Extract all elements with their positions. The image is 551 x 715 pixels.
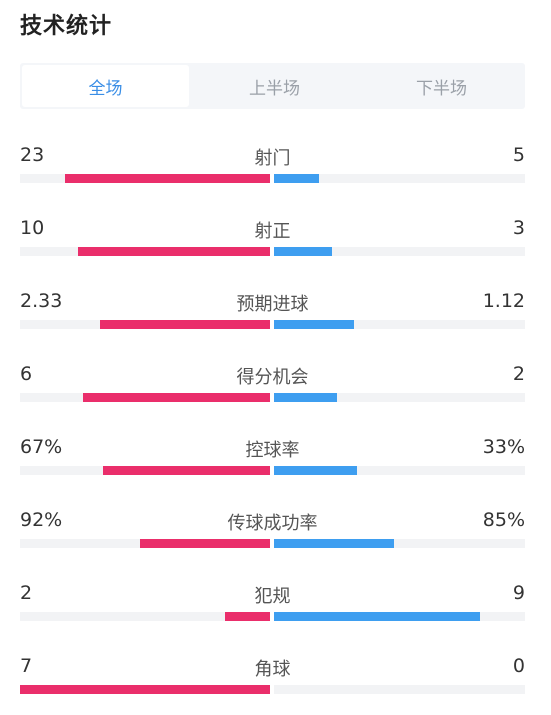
- period-tabs: 全场 上半场 下半场: [20, 63, 525, 109]
- home-bar-track: [20, 612, 270, 621]
- home-bar-fill: [140, 539, 270, 548]
- away-bar-track: [274, 539, 525, 548]
- home-value: 23: [20, 144, 45, 166]
- home-value: 67%: [20, 436, 63, 458]
- stat-row: 7 角球 0: [20, 655, 525, 715]
- home-bar-fill: [82, 393, 270, 402]
- stat-label: 射正: [254, 221, 291, 242]
- home-bar-fill: [100, 320, 270, 329]
- home-bar-fill: [20, 685, 270, 694]
- home-value: 10: [20, 217, 45, 239]
- away-value: 3: [512, 217, 525, 239]
- stat-label: 犯规: [254, 586, 291, 607]
- home-value: 2: [20, 582, 33, 604]
- stat-row: 23 射门 5: [20, 144, 525, 204]
- stat-label: 得分机会: [236, 367, 309, 388]
- home-bar-fill: [65, 174, 270, 183]
- away-value: 0: [512, 655, 525, 677]
- home-value: 6: [20, 363, 33, 385]
- home-bar-fill: [77, 247, 270, 256]
- away-value: 2: [512, 363, 525, 385]
- away-bar-track: [274, 247, 525, 256]
- home-value: 2.33: [20, 290, 63, 312]
- stat-label: 射门: [254, 148, 291, 169]
- home-bar-track: [20, 320, 270, 329]
- home-bar-track: [20, 466, 270, 475]
- away-bar-track: [274, 393, 525, 402]
- stat-row: 2.33 预期进球 1.12: [20, 290, 525, 350]
- away-value: 85%: [482, 509, 525, 531]
- away-value: 5: [512, 144, 525, 166]
- stat-row: 92% 传球成功率 85%: [20, 509, 525, 569]
- stat-row: 67% 控球率 33%: [20, 436, 525, 496]
- stat-row: 10 射正 3: [20, 217, 525, 277]
- away-value: 1.12: [482, 290, 525, 312]
- home-bar-track: [20, 247, 270, 256]
- home-value: 92%: [20, 509, 63, 531]
- stat-label: 预期进球: [236, 294, 309, 315]
- stat-label: 传球成功率: [227, 513, 318, 534]
- away-value: 33%: [482, 436, 525, 458]
- stat-label: 控球率: [245, 440, 300, 461]
- away-bar-fill: [274, 174, 320, 183]
- home-bar-track: [20, 393, 270, 402]
- stat-row: 2 犯规 9: [20, 582, 525, 642]
- away-bar-fill: [274, 612, 480, 621]
- away-bar-fill: [274, 393, 337, 402]
- away-bar-track: [274, 174, 525, 183]
- stat-row: 6 得分机会 2: [20, 363, 525, 423]
- tab-full-match[interactable]: 全场: [22, 65, 189, 107]
- home-bar-track: [20, 539, 270, 548]
- away-bar-fill: [274, 539, 395, 548]
- stat-label: 角球: [254, 659, 291, 680]
- home-bar-fill: [225, 612, 270, 621]
- away-bar-fill: [274, 320, 355, 329]
- away-bar-track: [274, 612, 525, 621]
- away-bar-fill: [274, 466, 357, 475]
- away-value: 9: [512, 582, 525, 604]
- page-title: 技术统计: [20, 14, 113, 39]
- away-bar-track: [274, 685, 525, 694]
- away-bar-track: [274, 466, 525, 475]
- tab-second-half[interactable]: 下半场: [416, 78, 467, 99]
- home-bar-track: [20, 174, 270, 183]
- home-bar-fill: [102, 466, 270, 475]
- tab-first-half[interactable]: 上半场: [249, 78, 300, 99]
- home-value: 7: [20, 655, 33, 677]
- home-bar-track: [20, 685, 270, 694]
- away-bar-fill: [274, 247, 332, 256]
- away-bar-track: [274, 320, 525, 329]
